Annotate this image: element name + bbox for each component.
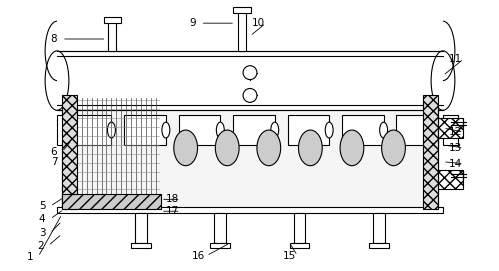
Text: 7: 7	[51, 157, 57, 167]
Bar	[438, 118, 463, 138]
Ellipse shape	[340, 130, 364, 166]
Bar	[287, 115, 329, 145]
Bar	[62, 95, 77, 209]
Ellipse shape	[380, 122, 388, 138]
Text: 2: 2	[37, 241, 43, 251]
Bar	[397, 115, 438, 145]
Bar	[289, 243, 309, 248]
Text: 14: 14	[449, 159, 463, 169]
Text: 8: 8	[51, 34, 57, 44]
Text: 12: 12	[449, 127, 463, 137]
Bar	[57, 115, 72, 145]
Text: 17: 17	[166, 206, 180, 216]
Ellipse shape	[216, 130, 239, 166]
Ellipse shape	[45, 51, 69, 110]
Bar	[70, 115, 111, 145]
Bar	[108, 21, 116, 51]
Bar	[215, 213, 226, 243]
Text: 5: 5	[39, 201, 45, 211]
Ellipse shape	[431, 51, 455, 110]
Bar	[57, 207, 443, 213]
Text: 11: 11	[449, 54, 463, 64]
Ellipse shape	[162, 122, 170, 138]
Ellipse shape	[298, 130, 322, 166]
Text: 1: 1	[27, 252, 33, 262]
Circle shape	[243, 66, 257, 80]
Bar	[373, 213, 385, 243]
Text: 6: 6	[51, 147, 57, 157]
Text: 10: 10	[251, 18, 264, 28]
Bar	[293, 213, 305, 243]
Ellipse shape	[217, 122, 224, 138]
Ellipse shape	[107, 122, 115, 138]
Bar	[62, 95, 438, 209]
Text: 16: 16	[192, 251, 205, 261]
Bar	[131, 243, 151, 248]
Ellipse shape	[325, 122, 333, 138]
Text: 18: 18	[166, 194, 180, 204]
Bar	[342, 115, 384, 145]
Text: 13: 13	[449, 143, 463, 153]
Text: 3: 3	[39, 228, 45, 238]
Bar	[233, 7, 251, 13]
Bar	[62, 194, 161, 209]
Bar	[438, 170, 463, 189]
Bar	[211, 243, 230, 248]
Bar	[369, 243, 389, 248]
Circle shape	[243, 89, 257, 102]
Ellipse shape	[257, 130, 280, 166]
Bar	[238, 11, 246, 51]
Bar	[103, 17, 121, 23]
Text: 15: 15	[283, 251, 296, 261]
Bar	[233, 115, 275, 145]
Bar	[57, 51, 443, 110]
Bar	[443, 115, 458, 145]
Bar	[423, 95, 438, 209]
Ellipse shape	[174, 130, 198, 166]
Bar	[179, 115, 220, 145]
Bar	[135, 213, 147, 243]
Text: 4: 4	[39, 214, 45, 224]
Bar	[124, 115, 166, 145]
Ellipse shape	[271, 122, 279, 138]
Ellipse shape	[382, 130, 405, 166]
Text: 9: 9	[189, 18, 196, 28]
